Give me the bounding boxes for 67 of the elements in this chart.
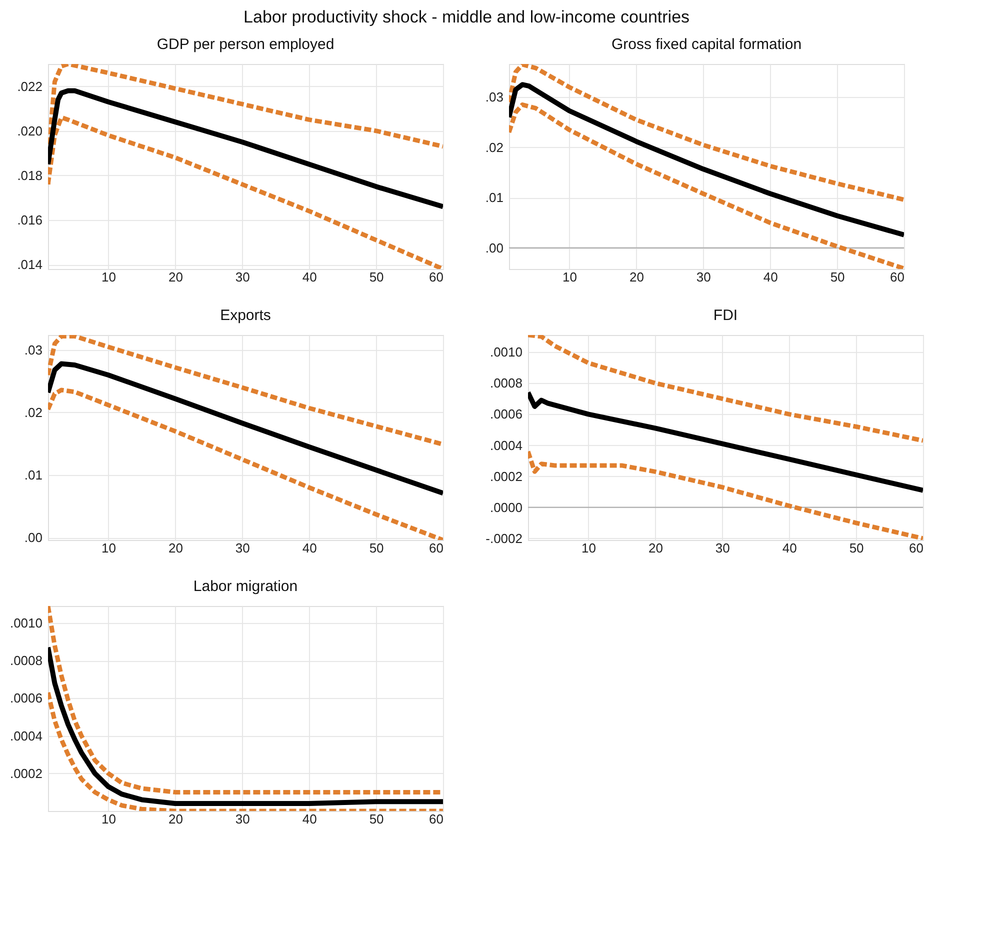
- chart-title: Gross fixed capital formation: [611, 36, 802, 53]
- line-series: [528, 335, 923, 443]
- x-tick-label: 50: [830, 270, 845, 284]
- y-tick-label: .0008: [490, 376, 522, 391]
- x-tick-label: 50: [849, 540, 864, 556]
- x-tick-label: 10: [562, 270, 577, 284]
- x-tick-label: 50: [369, 270, 384, 284]
- y-tick-label: .00: [485, 240, 504, 256]
- y-tick-label: .0006: [10, 690, 42, 706]
- x-tick-label: 30: [235, 540, 250, 556]
- y-tick-label: .014: [17, 257, 42, 272]
- x-tick-label: 40: [302, 270, 317, 284]
- y-tick-label: .0002: [10, 766, 42, 781]
- y-tick-label: .0010: [10, 615, 42, 630]
- y-tick-label: .0000: [490, 500, 522, 515]
- x-tick-label: 20: [168, 270, 183, 284]
- text: Labor productivity shock - middle and low-income countries: [244, 8, 690, 26]
- x-tick-label: 40: [302, 812, 317, 826]
- x-tick-label: 20: [168, 540, 183, 556]
- x-tick-label: 60: [429, 812, 444, 826]
- y-tick-label: .016: [17, 212, 42, 228]
- x-tick-label: 40: [763, 270, 778, 284]
- y-tick-label: -.0002: [486, 530, 522, 546]
- x-tick-label: 10: [102, 540, 116, 556]
- y-tick-label: .0002: [490, 468, 522, 484]
- x-tick-label: 50: [369, 540, 384, 556]
- line-series: [509, 102, 904, 269]
- x-tick-label: 30: [235, 812, 250, 826]
- line-series: [509, 64, 904, 202]
- y-tick-label: .00: [24, 530, 42, 545]
- y-tick-label: .0010: [490, 344, 522, 360]
- y-tick-label: .03: [485, 90, 504, 105]
- y-tick-label: .022: [17, 78, 42, 94]
- x-tick-label: 10: [582, 540, 596, 556]
- x-tick-label: 20: [629, 270, 644, 284]
- x-tick-label: 60: [429, 270, 444, 284]
- y-tick-label: .0004: [10, 728, 42, 744]
- x-tick-label: 20: [648, 540, 663, 556]
- y-tick-label: .01: [485, 190, 504, 206]
- x-tick-label: 10: [102, 812, 116, 826]
- y-tick-label: .03: [24, 342, 42, 358]
- y-tick-label: .0006: [490, 406, 522, 422]
- x-tick-label: 60: [429, 540, 444, 556]
- chart-title: FDI: [713, 307, 738, 324]
- x-tick-label: 30: [715, 540, 730, 556]
- line-series: [48, 606, 443, 794]
- y-tick-label: .0004: [490, 438, 522, 453]
- x-tick-label: 40: [782, 540, 797, 556]
- y-tick-label: .01: [24, 468, 42, 482]
- x-tick-label: 50: [369, 812, 384, 826]
- x-tick-label: 10: [102, 270, 116, 284]
- x-tick-label: 30: [235, 270, 250, 284]
- x-tick-label: 60: [909, 540, 924, 556]
- x-tick-label: 40: [302, 540, 317, 556]
- y-tick-label: .018: [17, 168, 42, 183]
- chart-title: Exports: [220, 307, 271, 324]
- y-tick-label: .02: [485, 140, 504, 155]
- line-series: [48, 690, 443, 811]
- y-tick-label: .02: [24, 405, 42, 420]
- y-tick-label: .020: [17, 123, 42, 138]
- x-tick-label: 30: [696, 270, 711, 284]
- chart-title: Labor migration: [193, 578, 298, 595]
- x-tick-label: 20: [168, 812, 183, 826]
- y-tick-label: .0008: [10, 653, 42, 668]
- chart-title: GDP per person employed: [156, 36, 334, 53]
- x-tick-label: 60: [890, 270, 904, 284]
- line-series: [48, 335, 443, 447]
